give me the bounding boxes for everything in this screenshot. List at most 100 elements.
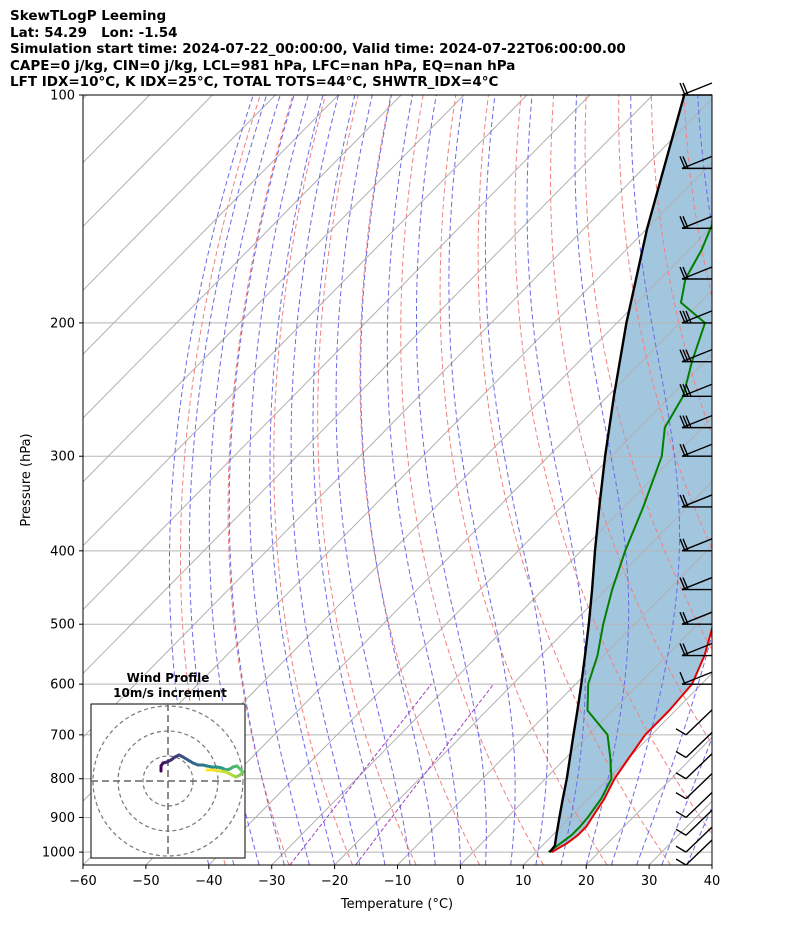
dewpoint-line — [548, 222, 712, 853]
wind-barb — [679, 310, 713, 324]
x-tick-label: 40 — [704, 874, 721, 889]
wind-barb — [679, 82, 713, 96]
isotherm-line — [334, 481, 712, 865]
moist-adiabat-line — [526, 95, 586, 865]
dry-adiabat-line — [180, 95, 261, 865]
mixing-ratio-lines — [289, 683, 494, 865]
dry-adiabat-line — [477, 95, 672, 865]
wind-barb — [675, 839, 713, 866]
x-tick-label: 30 — [641, 874, 658, 889]
moist-adiabat-line — [208, 95, 281, 865]
x-axis: −60 −50 −40 −30 −20 −10 0 10 20 30 40 — [69, 865, 720, 889]
parcel-line — [548, 95, 686, 853]
y-tick-label: 1000 — [42, 846, 75, 861]
location-line: Lat: 54.29 Lon: -1.54 — [10, 24, 178, 41]
y-axis: 100 200 300 400 500 600 700 800 900 1000 — [42, 89, 83, 861]
y-tick-label: 100 — [50, 89, 75, 104]
dry-adiabat-line — [618, 95, 712, 550]
wind-barb — [679, 348, 713, 363]
wind-barb — [679, 215, 713, 230]
dry-adiabat-line — [359, 95, 481, 865]
x-tick-label: −10 — [384, 874, 411, 889]
wind-barb — [679, 414, 713, 429]
x-tick-label: −20 — [321, 874, 348, 889]
wind-barb — [679, 155, 713, 170]
isotherm-line — [775, 95, 794, 865]
dry-adiabat-line — [439, 95, 608, 865]
moist-adiabat-line — [228, 95, 295, 865]
cin-area — [549, 95, 712, 853]
x-tick-label: −60 — [69, 874, 96, 889]
y-tick-label: 300 — [50, 450, 75, 465]
moist-adiabats — [168, 95, 794, 865]
isotherm-line — [460, 608, 712, 865]
moist-adiabat-line — [386, 95, 461, 865]
isotherm-line — [83, 95, 591, 611]
dry-adiabat-line — [514, 95, 712, 836]
isotherm-line — [271, 417, 712, 865]
moist-adiabat-line — [711, 863, 712, 865]
profile-lines — [548, 95, 712, 853]
isotherm-line — [83, 95, 465, 483]
wind-profile-inset: Wind Profile 10m/s increment — [90, 671, 246, 859]
isotherm-line — [83, 95, 213, 228]
moist-adiabat-line — [248, 95, 310, 865]
x-axis-label: Temperature (°C) — [340, 897, 453, 912]
temperature-line — [551, 625, 712, 853]
isotherm-line — [522, 672, 712, 865]
plot-area — [83, 95, 794, 865]
chart-title: SkewTLogP Leeming — [10, 8, 167, 24]
wind-barb — [675, 709, 713, 736]
wind-barbs — [675, 82, 713, 866]
moist-adiabat-line — [610, 95, 680, 865]
indices-line-1: CAPE=0 j/kg, CIN=0 j/kg, LCL=981 hPa, LF… — [10, 57, 516, 74]
x-tick-label: 20 — [578, 874, 595, 889]
wind-barb — [675, 826, 713, 853]
wind-barb — [679, 611, 713, 625]
isotherm-line — [397, 544, 712, 865]
y-tick-label: 700 — [50, 728, 75, 743]
wind-barb — [675, 732, 713, 759]
y-tick-label: 600 — [50, 678, 75, 693]
moist-adiabat-line — [737, 95, 794, 865]
inset-subtitle: 10m/s increment — [113, 686, 227, 700]
wind-barb — [679, 494, 713, 508]
moist-adiabat-line — [661, 736, 712, 865]
moist-adiabat-line — [636, 95, 712, 865]
moist-adiabat-line — [335, 95, 411, 865]
moist-adiabat-line — [312, 95, 386, 865]
x-tick-label: −50 — [132, 874, 159, 889]
isotherm-line — [711, 864, 712, 865]
dry-adiabat-line — [782, 95, 794, 865]
moist-adiabat-line — [269, 95, 336, 865]
dry-adiabat-line — [227, 95, 294, 865]
y-tick-label: 800 — [50, 772, 75, 787]
x-tick-label: 10 — [515, 874, 532, 889]
wind-barb — [679, 642, 713, 657]
y-axis-label: Pressure (hPa) — [19, 433, 34, 526]
isotherm-line — [208, 353, 712, 865]
dry-adiabat-line — [317, 95, 417, 865]
hodograph — [159, 753, 245, 779]
moist-adiabat-line — [484, 95, 549, 865]
moist-adiabat-line — [168, 95, 254, 865]
dry-adiabat-line — [650, 95, 712, 437]
mixing-ratio-line — [289, 683, 432, 865]
cape-cin-fill — [549, 95, 712, 853]
isotherm-line — [83, 95, 402, 419]
moist-adiabat-line — [448, 95, 516, 865]
wind-barb — [675, 773, 713, 800]
x-tick-label: −40 — [195, 874, 222, 889]
dry-adiabat-line — [273, 95, 353, 865]
moist-adiabat-line — [360, 95, 436, 865]
moist-adiabat-line — [188, 95, 268, 865]
wind-barb — [679, 443, 713, 457]
chart-header: SkewTLogP Leeming Lat: 54.29 Lon: -1.54 … — [10, 8, 626, 91]
wind-barb — [679, 383, 713, 397]
inset-title: Wind Profile — [127, 671, 210, 685]
y-tick-label: 900 — [50, 811, 75, 826]
dry-adiabat-line — [549, 95, 712, 746]
dry-adiabat-line — [749, 95, 794, 865]
x-tick-label: 0 — [456, 874, 464, 889]
y-tick-label: 500 — [50, 618, 75, 633]
